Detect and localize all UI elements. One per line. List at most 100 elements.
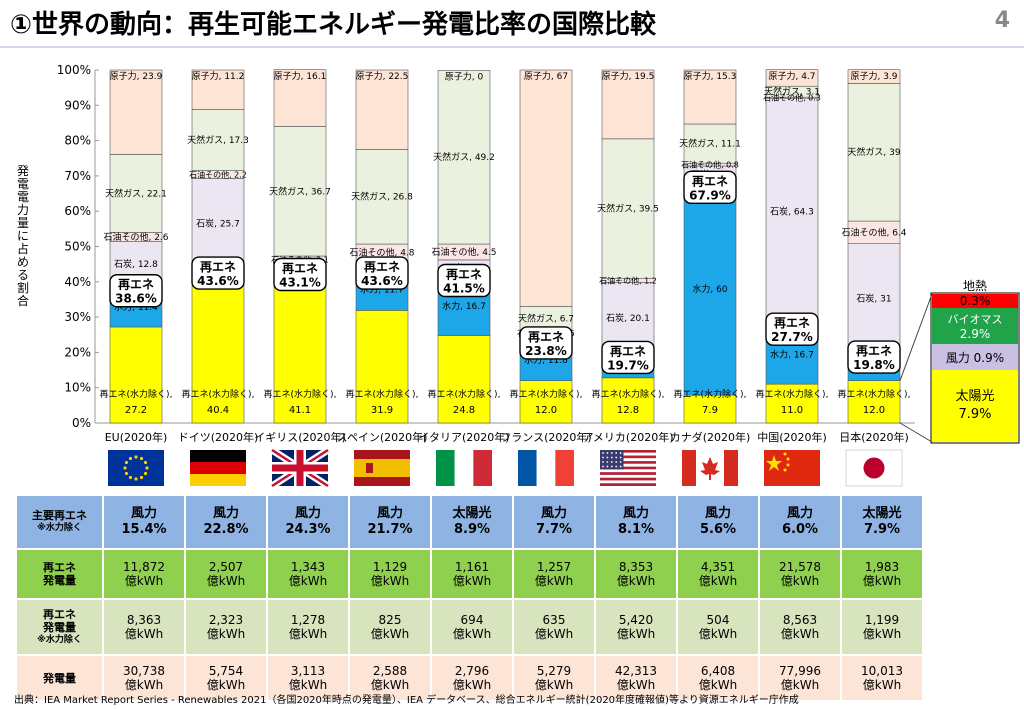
data-label: 水力, 16.7 bbox=[442, 300, 486, 312]
flag-part bbox=[600, 477, 656, 481]
flag-star bbox=[128, 475, 133, 480]
bar-segment bbox=[519, 69, 573, 307]
table-cell: 504 億kWh bbox=[678, 600, 758, 654]
renewable-callout bbox=[109, 274, 163, 308]
table-cell: 2,588 億kWh bbox=[350, 656, 430, 700]
table-cell: 1,199 億kWh bbox=[842, 600, 922, 654]
data-label: 7.9 bbox=[702, 405, 718, 416]
flag-part bbox=[600, 461, 656, 464]
x-tick-label: イタリア(2020年) bbox=[418, 430, 509, 444]
data-label: 11.0 bbox=[781, 405, 803, 416]
table-cell: 1,161 億kWh bbox=[432, 550, 512, 598]
flag-star bbox=[602, 456, 604, 459]
eu-flag-icon bbox=[108, 450, 164, 486]
data-label: 原子力, 4.7 bbox=[768, 70, 815, 82]
y-tick-label: 70% bbox=[64, 169, 91, 183]
flag-part bbox=[436, 450, 455, 486]
flag-part bbox=[190, 474, 246, 486]
flag-star bbox=[615, 456, 618, 459]
flag-part bbox=[724, 450, 738, 486]
data-label: 41.1 bbox=[289, 405, 311, 416]
data-label: 再エネ(水力除く), bbox=[182, 388, 255, 400]
data-label: 天然ガス, 6.7 bbox=[518, 312, 574, 324]
data-label: 天然ガス, 39.5 bbox=[597, 203, 659, 215]
data-label: 石油その他, 4.5 bbox=[431, 246, 496, 258]
flag-part bbox=[600, 480, 656, 484]
ca-flag-icon bbox=[682, 450, 738, 486]
flag-star bbox=[602, 452, 604, 454]
table-row: 主要再エネ ※水力除く 風力 15.4% 風力 22.8% 風力 24.3% 風力 21.7% 太陽… bbox=[17, 496, 922, 548]
flag-part bbox=[600, 455, 656, 459]
breakdown-label: 風力 0.9% bbox=[946, 351, 1004, 365]
table-cell: 1,278 億kWh bbox=[268, 600, 348, 654]
geothermal-title: 地熱 bbox=[963, 279, 987, 293]
bar-segment bbox=[683, 183, 737, 396]
stacked-bar-chart: 0% 10% 20% 30% 40% 50% 60% 70% 80% 90% 100% 27.2 再エネ… bbox=[57, 63, 1020, 489]
renewable-callout-value: 43.6% bbox=[197, 274, 239, 288]
y-axis-label: 発電電力量に占める割合 bbox=[16, 164, 29, 308]
table-cell: 11,872 億kWh bbox=[104, 550, 184, 598]
flag-part bbox=[366, 463, 373, 473]
renewable-callout bbox=[683, 170, 737, 205]
bar-segment bbox=[191, 109, 245, 171]
table-cell: 5,420 億kWh bbox=[596, 600, 676, 654]
row-header: 再エネ 発電量 bbox=[17, 550, 102, 598]
data-label: 天然ガス, 49.2 bbox=[433, 151, 495, 163]
flag-part bbox=[600, 466, 656, 470]
bar-segment bbox=[355, 310, 409, 424]
data-label: 再エネ(水力除く), bbox=[346, 388, 419, 400]
table-cell: 2,323 億kWh bbox=[186, 600, 266, 654]
table-cell: 8,563 億kWh bbox=[760, 600, 840, 654]
renewable-callout bbox=[601, 340, 655, 375]
data-label: 原子力, 22.5 bbox=[356, 70, 409, 82]
renewable-callout bbox=[437, 263, 491, 298]
flag-part bbox=[863, 457, 885, 479]
renewable-callout-label: 再エネ bbox=[774, 316, 810, 330]
renewable-callout bbox=[519, 326, 573, 360]
flag-part bbox=[272, 464, 328, 472]
renewable-callout-label: 再エネ bbox=[364, 260, 400, 274]
renewable-callout-value: 23.8% bbox=[525, 344, 567, 358]
data-label: 40.4 bbox=[207, 405, 229, 416]
breakdown-label: 太陽光 bbox=[955, 389, 994, 404]
flag-part bbox=[108, 450, 164, 486]
bar-segment bbox=[191, 178, 245, 270]
flag-star bbox=[610, 456, 613, 459]
data-label: 天然ガス, 22.1 bbox=[105, 187, 167, 199]
source-footnote: 出典：IEA Market Report Series - Renewables… bbox=[14, 695, 799, 706]
data-label: 天然ガス, 3.1 bbox=[764, 86, 820, 98]
data-label: 再エネ(水力除く), bbox=[510, 388, 583, 400]
connector-line bbox=[899, 293, 933, 381]
y-tick-label: 60% bbox=[64, 204, 91, 218]
flag-part bbox=[682, 450, 696, 486]
table-cell: 風力 5.6% bbox=[678, 496, 758, 548]
table-row: 再エネ 発電量 11,872 億kWh 2,507 億kWh 1,343 億kWh 1,129 億… bbox=[17, 550, 922, 598]
flag-star bbox=[615, 465, 618, 468]
jp-flag-icon bbox=[845, 449, 903, 487]
flag-part bbox=[555, 450, 574, 486]
table-cell: 3,113 億kWh bbox=[268, 656, 348, 700]
bar-segment bbox=[273, 277, 327, 424]
flag-star bbox=[606, 456, 609, 459]
flag-part bbox=[354, 459, 410, 477]
bar-segment bbox=[765, 97, 819, 326]
renewable-callout bbox=[191, 256, 245, 290]
table-cell: 1,257 億kWh bbox=[514, 550, 594, 598]
summary-table: 主要再エネ ※水力除く 風力 15.4% 風力 22.8% 風力 24.3% 風力 21.7% 太陽… bbox=[15, 494, 924, 702]
data-label: 27.2 bbox=[125, 405, 147, 416]
bar-segment bbox=[847, 83, 901, 222]
bar-segment bbox=[601, 377, 655, 424]
bar-segment bbox=[273, 126, 327, 257]
renewable-callout-value: 41.5% bbox=[443, 282, 485, 296]
flag-star bbox=[139, 475, 144, 480]
table-cell: 1,129 億kWh bbox=[350, 550, 430, 598]
flag-part bbox=[600, 469, 656, 473]
renewable-callout bbox=[765, 312, 819, 346]
data-label: 原子力, 16.1 bbox=[274, 70, 327, 82]
bar-segment bbox=[847, 69, 901, 84]
y-tick-label: 100% bbox=[57, 63, 91, 77]
data-label: 石油その他, 0.8 bbox=[681, 160, 739, 170]
flag-part bbox=[600, 472, 656, 475]
flag-part bbox=[600, 450, 624, 470]
data-label: 再エネ(水力除く), bbox=[592, 388, 665, 400]
